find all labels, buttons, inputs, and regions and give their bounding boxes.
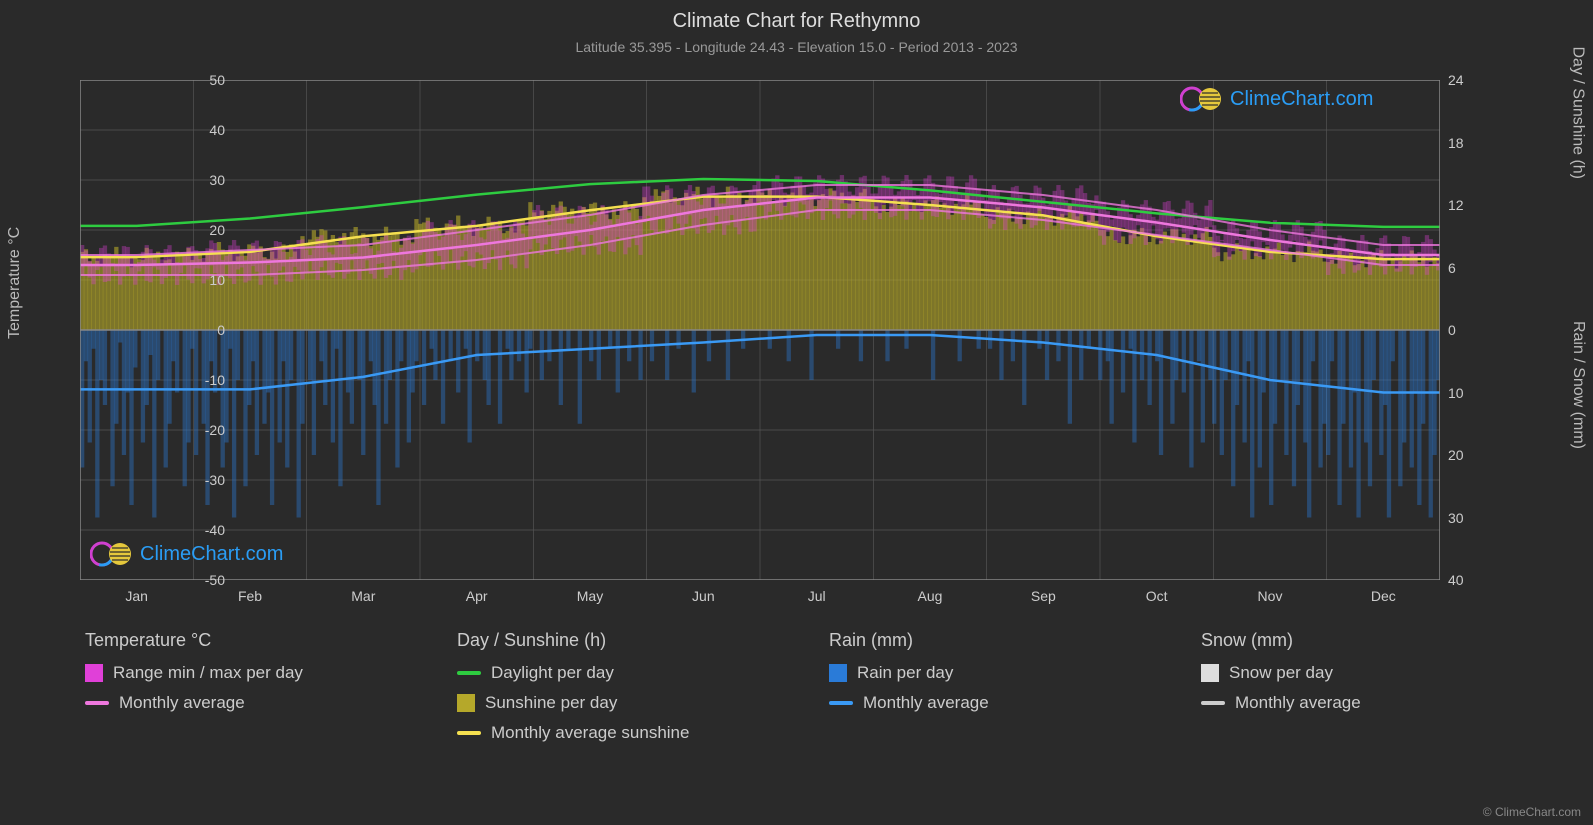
chart-plot-area (80, 80, 1440, 580)
y-axis-right-top-label: Day / Sunshine (h) (1569, 46, 1587, 179)
legend-column-daylight: Day / Sunshine (h) Daylight per day Sunshi… (457, 630, 789, 753)
legend-item: Snow per day (1201, 663, 1533, 683)
legend-swatch (457, 731, 481, 735)
legend-label: Daylight per day (491, 663, 614, 683)
legend-column-temp: Temperature °C Range min / max per day Mon… (85, 630, 417, 753)
legend-item: Daylight per day (457, 663, 789, 683)
legend-item: Monthly average (85, 693, 417, 713)
legend-column-rain: Rain (mm) Rain per day Monthly average (829, 630, 1161, 753)
legend-label: Monthly average (119, 693, 245, 713)
y-tick-left: 30 (185, 172, 225, 188)
x-tick-month: Jun (673, 588, 733, 604)
legend-label: Rain per day (857, 663, 953, 683)
y-tick-right-top: 24 (1448, 72, 1488, 88)
legend-swatch (1201, 664, 1219, 682)
x-tick-month: Mar (333, 588, 393, 604)
x-tick-month: Apr (447, 588, 507, 604)
legend-item: Sunshine per day (457, 693, 789, 713)
y-tick-right-top: 6 (1448, 260, 1488, 276)
chart-title: Climate Chart for Rethymno (0, 0, 1593, 33)
y-tick-left: 10 (185, 272, 225, 288)
legend-column-snow: Snow (mm) Snow per day Monthly average (1201, 630, 1533, 753)
y-tick-left: -50 (185, 572, 225, 588)
legend-label: Sunshine per day (485, 693, 617, 713)
legend-swatch (1201, 701, 1225, 705)
x-tick-month: Sep (1013, 588, 1073, 604)
legend-label: Snow per day (1229, 663, 1333, 683)
legend-item: Monthly average (829, 693, 1161, 713)
x-tick-month: Aug (900, 588, 960, 604)
y-tick-right-top: 12 (1448, 197, 1488, 213)
legend-swatch (829, 664, 847, 682)
y-axis-left-label: Temperature °C (6, 227, 24, 339)
legend-heading: Rain (mm) (829, 630, 1161, 651)
legend-item: Rain per day (829, 663, 1161, 683)
legend: Temperature °C Range min / max per day Mon… (85, 630, 1533, 753)
y-tick-left: 40 (185, 122, 225, 138)
legend-swatch (457, 671, 481, 675)
x-tick-month: Oct (1127, 588, 1187, 604)
legend-swatch (85, 664, 103, 682)
brand-logo-icon (1180, 85, 1224, 113)
y-tick-right-bottom: 20 (1448, 447, 1488, 463)
y-tick-left: -10 (185, 372, 225, 388)
x-tick-month: Dec (1353, 588, 1413, 604)
y-tick-left: 0 (185, 322, 225, 338)
brand-logo-icon (90, 540, 134, 568)
legend-item: Monthly average sunshine (457, 723, 789, 743)
y-tick-left: -20 (185, 422, 225, 438)
brand-watermark: ClimeChart.com (1180, 85, 1373, 113)
chart-subtitle: Latitude 35.395 - Longitude 24.43 - Elev… (0, 33, 1593, 55)
x-tick-month: Jul (787, 588, 847, 604)
x-tick-month: Nov (1240, 588, 1300, 604)
chart-svg (80, 80, 1440, 580)
y-tick-left: -30 (185, 472, 225, 488)
y-tick-right-bottom: 30 (1448, 510, 1488, 526)
brand-text: ClimeChart.com (140, 543, 283, 566)
credit-text: © ClimeChart.com (1483, 805, 1581, 819)
legend-label: Monthly average sunshine (491, 723, 689, 743)
y-tick-right-bottom: 40 (1448, 572, 1488, 588)
legend-item: Monthly average (1201, 693, 1533, 713)
x-tick-month: May (560, 588, 620, 604)
brand-watermark: ClimeChart.com (90, 540, 283, 568)
brand-text: ClimeChart.com (1230, 88, 1373, 111)
legend-heading: Temperature °C (85, 630, 417, 651)
legend-label: Monthly average (863, 693, 989, 713)
x-tick-month: Feb (220, 588, 280, 604)
legend-label: Monthly average (1235, 693, 1361, 713)
legend-heading: Day / Sunshine (h) (457, 630, 789, 651)
legend-label: Range min / max per day (113, 663, 303, 683)
legend-item: Range min / max per day (85, 663, 417, 683)
y-tick-left: 50 (185, 72, 225, 88)
y-tick-right-top: 0 (1448, 322, 1488, 338)
y-tick-right-bottom: 10 (1448, 385, 1488, 401)
legend-swatch (829, 701, 853, 705)
y-tick-left: -40 (185, 522, 225, 538)
legend-heading: Snow (mm) (1201, 630, 1533, 651)
y-tick-left: 20 (185, 222, 225, 238)
legend-swatch (457, 694, 475, 712)
legend-swatch (85, 701, 109, 705)
x-tick-month: Jan (107, 588, 167, 604)
y-tick-right-top: 18 (1448, 135, 1488, 151)
y-axis-right-bottom-label: Rain / Snow (mm) (1569, 321, 1587, 449)
